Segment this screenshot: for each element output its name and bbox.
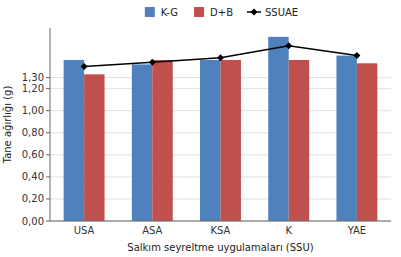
- marker: [81, 63, 88, 70]
- y-tick: [46, 77, 50, 78]
- bar: [152, 60, 172, 221]
- y-axis: 0,00 0,20 0,40 0,60 0,80 1,00 1,201,30: [22, 72, 50, 226]
- bar: [221, 60, 241, 221]
- y-tick: [46, 198, 50, 199]
- y-axis-label: Tane ağırlığı (g): [2, 86, 13, 165]
- legend-marker: [251, 9, 258, 16]
- bar: [336, 56, 356, 221]
- x-tick-label: ASA: [142, 225, 162, 236]
- y-tick: [46, 110, 50, 111]
- y-tick-label: 0,40: [22, 171, 44, 182]
- legend-item: K-G: [145, 7, 178, 18]
- y-axis-line: [50, 28, 51, 221]
- y-tick-label: 1,00: [22, 105, 44, 116]
- y-tick: [46, 154, 50, 155]
- y-tick: [46, 132, 50, 133]
- x-tick-label: KSA: [211, 225, 231, 236]
- y-tick: [46, 176, 50, 177]
- marker: [353, 52, 360, 59]
- legend-swatch: [194, 7, 204, 17]
- x-axis-line: [50, 221, 391, 222]
- bar: [200, 60, 220, 221]
- x-axis: USA ASA KSA K YAE: [74, 225, 366, 236]
- bar: [64, 60, 84, 221]
- chart: 0,000,200,400,600,801,001,201,30USAASAKS…: [0, 0, 401, 257]
- legend-item: D+B: [194, 7, 233, 18]
- x-tick-label: USA: [74, 225, 95, 236]
- chart-container: 0,000,200,400,600,801,001,201,30USAASAKS…: [0, 0, 401, 257]
- y-tick-label: 0,00: [22, 216, 44, 227]
- legend-swatch: [145, 7, 155, 17]
- x-tick-label: YAE: [347, 225, 367, 236]
- marker: [285, 42, 292, 49]
- legend-label: K-G: [161, 7, 178, 18]
- bar: [84, 74, 104, 221]
- marker: [217, 54, 224, 61]
- y-tick-label: 0,80: [22, 127, 44, 138]
- bar: [268, 37, 288, 221]
- x-tick-label: K: [285, 225, 292, 236]
- legend-label: SSUAE: [265, 7, 298, 18]
- y-tick-label: 0,20: [22, 193, 44, 204]
- legend-item: SSUAE: [247, 7, 298, 18]
- legend: K-G D+B SSUAE: [145, 7, 298, 18]
- y-tick: [46, 221, 50, 222]
- bar: [289, 60, 309, 221]
- y-tick-label: 1,30: [22, 72, 44, 83]
- y-tick-label: 0,60: [22, 149, 44, 160]
- marker: [149, 59, 156, 66]
- x-axis-label: Salkım seyreltme uygulamaları (SSU): [127, 242, 313, 253]
- legend-label: D+B: [210, 7, 233, 18]
- y-tick-label: 1,20: [22, 83, 44, 94]
- bar: [132, 64, 152, 221]
- grid-line: [50, 221, 391, 222]
- plot-area: [64, 37, 378, 221]
- bar: [357, 63, 377, 221]
- y-tick: [46, 88, 50, 89]
- line: [84, 46, 357, 67]
